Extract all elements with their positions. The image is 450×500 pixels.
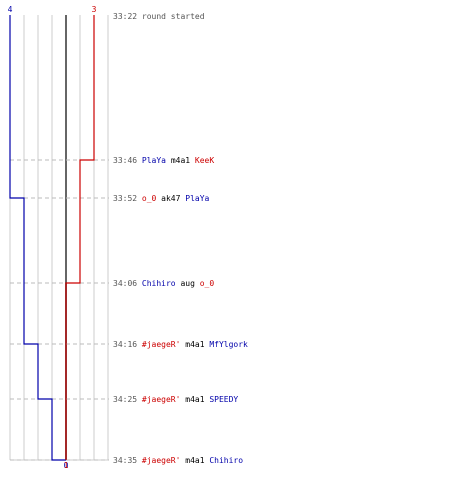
- event-time: 33:22: [113, 12, 142, 21]
- event-time: 34:06: [113, 279, 142, 288]
- event-killer: #jaegeR': [142, 340, 181, 349]
- event-weapon: m4a1: [166, 156, 195, 165]
- blue-team-alive-line: [9, 15, 66, 461]
- event-row: 33:52 o_0 ak47 PlaYa: [113, 194, 210, 203]
- event-row: 34:35 #jaegeR' m4a1 Chihiro: [113, 456, 243, 465]
- blue-start-count-label: 4: [8, 5, 13, 14]
- event-victim: PlaYa: [185, 194, 209, 203]
- event-text: round started: [142, 12, 205, 21]
- event-row: 34:25 #jaegeR' m4a1 SPEEDY: [113, 395, 238, 404]
- red-end-count-label: 1: [64, 461, 69, 470]
- series-lines: [9, 15, 95, 461]
- event-victim: SPEEDY: [209, 395, 238, 404]
- event-victim: o_0: [200, 279, 215, 288]
- tick-labels: 4 3 01: [8, 5, 97, 470]
- event-time: 34:16: [113, 340, 142, 349]
- event-killer: o_0: [142, 194, 157, 203]
- event-weapon: m4a1: [180, 340, 209, 349]
- blue-end-count-label: 0: [64, 461, 69, 470]
- event-list: 33:22 round started 33:46 PlaYa m4a1 KeeK…: [113, 12, 248, 465]
- event-weapon: ak47: [156, 194, 185, 203]
- event-row: 33:46 PlaYa m4a1 KeeK: [113, 156, 214, 165]
- event-victim: Chihiro: [209, 456, 243, 465]
- event-time: 34:25: [113, 395, 142, 404]
- event-weapon: m4a1: [180, 395, 209, 404]
- event-weapon: aug: [176, 279, 200, 288]
- event-killer: Chihiro: [142, 279, 176, 288]
- event-victim: KeeK: [195, 156, 214, 165]
- event-row: 34:06 Chihiro aug o_0: [113, 279, 214, 288]
- event-time: 34:35: [113, 456, 142, 465]
- event-row: 33:22 round started: [113, 12, 205, 21]
- red-team-alive-line: [65, 15, 95, 460]
- red-start-count-label: 3: [92, 5, 97, 14]
- event-killer: #jaegeR': [142, 456, 181, 465]
- event-killer: PlaYa: [142, 156, 166, 165]
- event-time: 33:46: [113, 156, 142, 165]
- event-killer: #jaegeR': [142, 395, 181, 404]
- event-time: 33:52: [113, 194, 142, 203]
- event-victim: MfYlgork: [209, 340, 248, 349]
- event-row: 34:16 #jaegeR' m4a1 MfYlgork: [113, 340, 248, 349]
- event-weapon: m4a1: [180, 456, 209, 465]
